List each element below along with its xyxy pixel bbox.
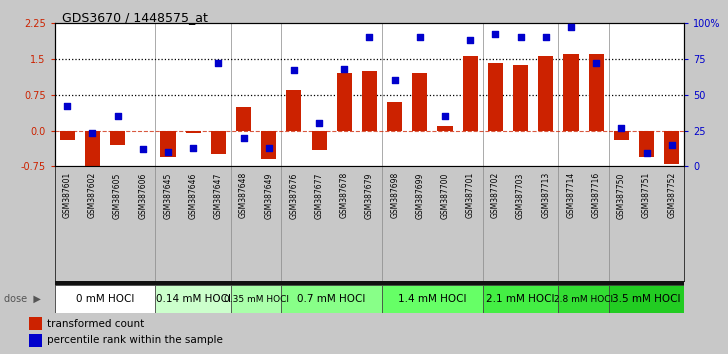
Point [641,151,652,156]
Point [540,34,552,40]
Bar [60,131,75,140]
Point [489,32,501,37]
Bar [664,131,679,164]
Text: GSM387606: GSM387606 [138,172,147,218]
Point [363,34,376,40]
Bar [513,64,528,131]
Bar [438,126,453,131]
Bar [614,131,629,140]
Text: GSM387645: GSM387645 [164,172,173,218]
Text: GSM387701: GSM387701 [466,172,475,218]
Bar [261,131,276,159]
Bar [160,131,175,157]
Text: GSM387647: GSM387647 [214,172,223,218]
Point [414,34,426,40]
Bar [609,285,684,313]
Point [288,68,300,73]
Bar [538,56,553,131]
Point [339,66,350,72]
Point [87,131,98,136]
Bar [337,73,352,131]
Text: GSM387605: GSM387605 [113,172,122,218]
Point [464,38,476,43]
Text: 1.4 mM HOCl: 1.4 mM HOCl [398,294,467,304]
Point [213,60,224,66]
Text: 0.14 mM HOCl: 0.14 mM HOCl [156,294,231,304]
Bar [211,131,226,154]
Text: GSM387702: GSM387702 [491,172,500,218]
Text: GDS3670 / 1448575_at: GDS3670 / 1448575_at [62,11,207,24]
Text: 0.35 mM HOCl: 0.35 mM HOCl [223,295,288,304]
Text: 2.1 mM HOCl: 2.1 mM HOCl [486,294,555,304]
Point [112,113,124,119]
Point [237,135,249,141]
Point [187,145,199,150]
Text: GSM387714: GSM387714 [566,172,575,218]
Bar [110,131,125,145]
Text: GSM387713: GSM387713 [542,172,550,218]
Point [263,145,274,150]
Text: GSM387678: GSM387678 [340,172,349,218]
Bar [281,285,382,313]
Point [565,24,577,30]
Bar [412,73,427,131]
Text: GSM387677: GSM387677 [314,172,323,218]
Bar [483,285,558,313]
Point [61,103,73,109]
Text: 3.5 mM HOCl: 3.5 mM HOCl [612,294,681,304]
Bar [382,285,483,313]
Text: GSM387698: GSM387698 [390,172,399,218]
Bar [231,285,281,313]
Point [666,142,678,148]
Text: transformed count: transformed count [47,319,145,329]
Bar [488,63,503,131]
Text: percentile rank within the sample: percentile rank within the sample [47,336,223,346]
Point [313,120,325,126]
Bar [286,90,301,131]
Text: GSM387601: GSM387601 [63,172,71,218]
Point [439,113,451,119]
Point [616,125,628,131]
Bar [589,54,604,131]
Text: GSM387703: GSM387703 [516,172,525,218]
Bar [362,71,377,131]
Bar [387,102,402,131]
Text: GSM387750: GSM387750 [617,172,626,218]
Text: GSM387602: GSM387602 [88,172,97,218]
Point [590,60,602,66]
Point [162,149,174,155]
Bar [563,54,579,131]
Bar [558,285,609,313]
Text: GSM387648: GSM387648 [239,172,248,218]
Bar [55,285,155,313]
Bar [155,285,231,313]
Point [515,34,526,40]
Text: 0.7 mM HOCl: 0.7 mM HOCl [298,294,366,304]
Text: GSM387751: GSM387751 [642,172,651,218]
Text: GSM387716: GSM387716 [592,172,601,218]
Text: GSM387752: GSM387752 [668,172,676,218]
Bar [463,56,478,131]
Bar [85,131,100,169]
Bar [639,131,654,157]
Text: dose  ▶: dose ▶ [4,294,41,304]
Text: 0 mM HOCl: 0 mM HOCl [76,294,134,304]
Text: GSM387699: GSM387699 [416,172,424,218]
Point [389,78,400,83]
Bar [312,131,327,150]
Bar [236,107,251,131]
Text: 2.8 mM HOCl: 2.8 mM HOCl [554,295,613,304]
Text: GSM387646: GSM387646 [189,172,197,218]
Text: GSM387700: GSM387700 [440,172,449,218]
Bar [29,317,42,330]
Text: GSM387649: GSM387649 [264,172,273,218]
Point [137,146,149,152]
Text: GSM387676: GSM387676 [290,172,298,218]
Text: GSM387679: GSM387679 [365,172,374,218]
Bar [29,334,42,347]
Bar [186,131,201,133]
